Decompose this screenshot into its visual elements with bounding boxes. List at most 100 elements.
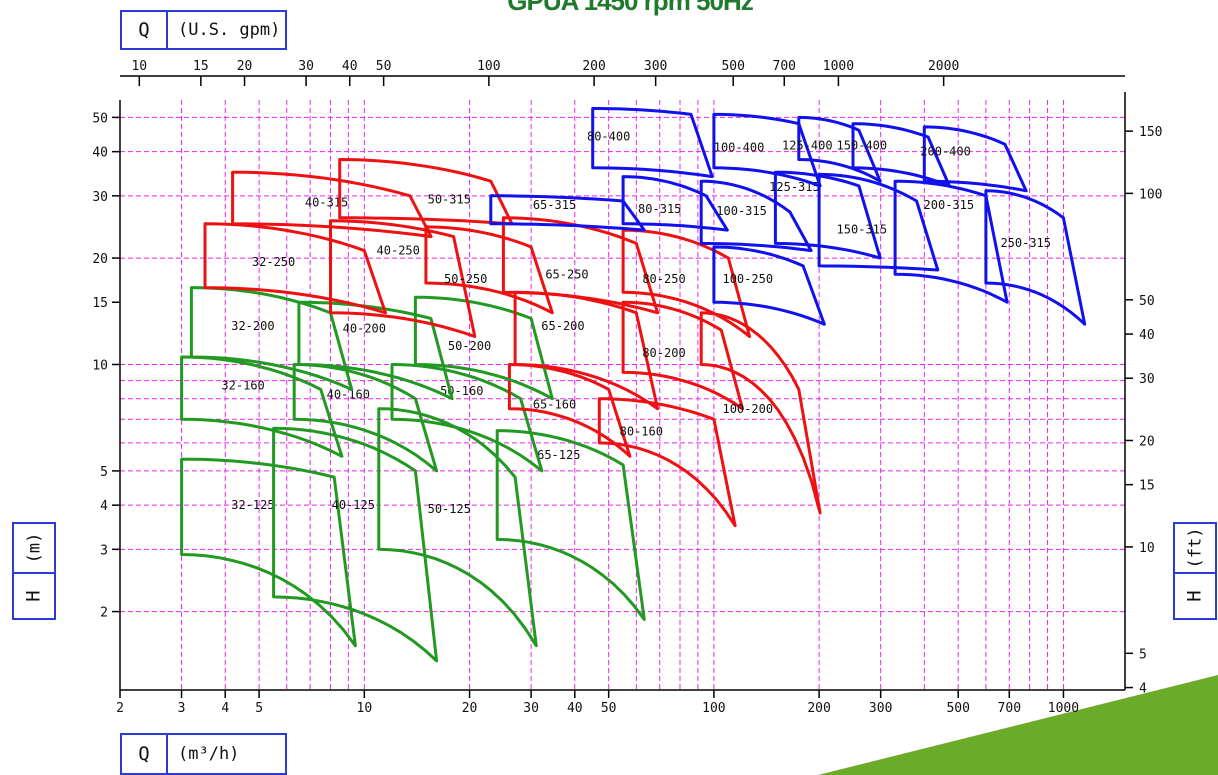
pump-region-250-315 (984, 189, 1087, 326)
y2-tick-label: 5 (1139, 647, 1147, 662)
x2-tick-label: 50 (376, 59, 392, 74)
y-tick-label: 2 (100, 606, 108, 621)
x2-tick-label: 200 (582, 59, 605, 74)
q-m3h-box: Q (m³/h) (120, 733, 287, 775)
h-ft-box: (ft) H (1173, 522, 1217, 620)
pump-label-40-160: 40-160 (327, 388, 370, 402)
x-tick-label: 1000 (1048, 701, 1079, 716)
x-tick-label: 100 (702, 701, 725, 716)
pump-label-40-250: 40-250 (377, 243, 420, 257)
pump-region-100-315 (699, 179, 813, 253)
pump-region-80-400 (591, 107, 714, 179)
pump-region-100-400 (712, 112, 822, 188)
y2-tick-label: 100 (1139, 187, 1162, 202)
pump-label-65-250: 65-250 (545, 268, 588, 282)
x-tick-label: 30 (523, 701, 539, 716)
y-tick-label: 40 (92, 146, 108, 161)
pump-label-32-250: 32-250 (252, 255, 295, 269)
grid-layer (119, 100, 1125, 690)
x-tick-label: 700 (998, 701, 1021, 716)
pump-label-80-315: 80-315 (638, 202, 681, 216)
x2-tick-label: 10 (131, 59, 147, 74)
x2-tick-label: 40 (342, 59, 358, 74)
y-tick-label: 20 (92, 252, 108, 267)
x-tick-label: 5 (255, 701, 263, 716)
pump-region-40-315 (231, 170, 433, 239)
x2-tick-label: 15 (193, 59, 209, 74)
pump-label-100-200: 100-200 (722, 402, 773, 416)
pump-region-150-315 (817, 172, 940, 272)
x2-tick-label: 100 (477, 59, 500, 74)
pump-region-200-315 (893, 179, 1009, 304)
pump-region-150-400 (851, 122, 951, 188)
pump-label-80-250: 80-250 (642, 272, 685, 286)
y-tick-label: 50 (92, 111, 108, 126)
y-tick-label: 30 (92, 190, 108, 205)
x-tick-label: 20 (462, 701, 478, 716)
x-tick-label: 300 (869, 701, 892, 716)
pump-label-125-400: 125-400 (782, 139, 833, 153)
x-tick-label: 200 (807, 701, 830, 716)
pump-label-50-125: 50-125 (428, 502, 471, 516)
pump-region-200-400 (922, 125, 1028, 193)
pump-label-65-160: 65-160 (533, 398, 576, 412)
pump-region-50-200 (413, 295, 554, 401)
pump-label-40-315: 40-315 (305, 195, 348, 209)
pump-label-32-160: 32-160 (221, 378, 264, 392)
x-tick-label: 2 (116, 701, 124, 716)
pump-label-100-250: 100-250 (722, 272, 773, 286)
pump-label-50-315: 50-315 (428, 193, 471, 207)
pump-region-80-160 (597, 397, 737, 528)
x-tick-label: 40 (567, 701, 583, 716)
pump-label-80-400: 80-400 (587, 130, 630, 144)
pump-region-65-315 (489, 194, 646, 232)
pump-region-125-315 (773, 170, 882, 260)
pump-region-100-250 (712, 245, 826, 326)
x2-tick-label: 30 (298, 59, 314, 74)
pump-label-40-200: 40-200 (343, 322, 386, 336)
pump-region-65-250 (501, 216, 660, 315)
pump-region-50-250 (424, 225, 554, 315)
y-tick-label: 10 (92, 358, 108, 373)
y2-tick-label: 30 (1139, 372, 1155, 387)
x-tick-label: 4 (221, 701, 229, 716)
h-ft-symbol-wrap: H (1175, 572, 1215, 618)
pump-region-80-250 (621, 228, 752, 338)
y2-tick-label: 50 (1139, 294, 1155, 309)
pump-label-100-400: 100-400 (714, 141, 765, 155)
y2-tick-label: 20 (1139, 434, 1155, 449)
q-gpm-unit: (U.S. gpm) (178, 20, 281, 40)
y2-tick-label: 150 (1139, 125, 1162, 140)
pump-region-32-125 (180, 457, 357, 648)
y2-tick-label: 40 (1139, 328, 1155, 343)
y-tick-label: 4 (100, 499, 108, 514)
x2-tick-label: 500 (721, 59, 744, 74)
x2-tick-label: 700 (773, 59, 796, 74)
pump-region-40-160 (292, 363, 439, 473)
x-tick-label: 50 (601, 701, 617, 716)
axis-layer: 2 3 4 5 10 20 30 40 50 100 200 300 500 700 1000 10 15 20 3… (92, 59, 1162, 716)
decorative-corner (818, 675, 1218, 775)
chart-title: GPUA 1450 rpm 50Hz (507, 0, 753, 16)
q-gpm-box: Q (U.S. gpm) (120, 10, 287, 50)
pump-label-65-200: 65-200 (541, 319, 584, 333)
pump-label-250-315: 250-315 (1000, 236, 1051, 250)
q-m3h-symbol: Q (122, 735, 168, 773)
h-m-symbol-wrap: H (14, 572, 54, 618)
x-tick-label: 3 (178, 701, 186, 716)
pump-label-150-315: 150-315 (837, 222, 888, 236)
pump-region-32-250 (203, 222, 387, 315)
pump-region-40-125 (272, 426, 439, 663)
x2-tick-label: 300 (644, 59, 667, 74)
pump-region-65-125 (495, 429, 646, 621)
pump-region-125-400 (797, 115, 882, 183)
pump-label-150-400: 150-400 (837, 139, 888, 153)
pump-region-32-200 (189, 286, 354, 391)
pump-region-50-160 (390, 363, 544, 473)
pump-region-50-315 (338, 158, 514, 226)
x-tick-label: 10 (357, 701, 373, 716)
pump-label-40-125: 40-125 (332, 498, 375, 512)
h-m-box: (m) H (12, 522, 56, 620)
